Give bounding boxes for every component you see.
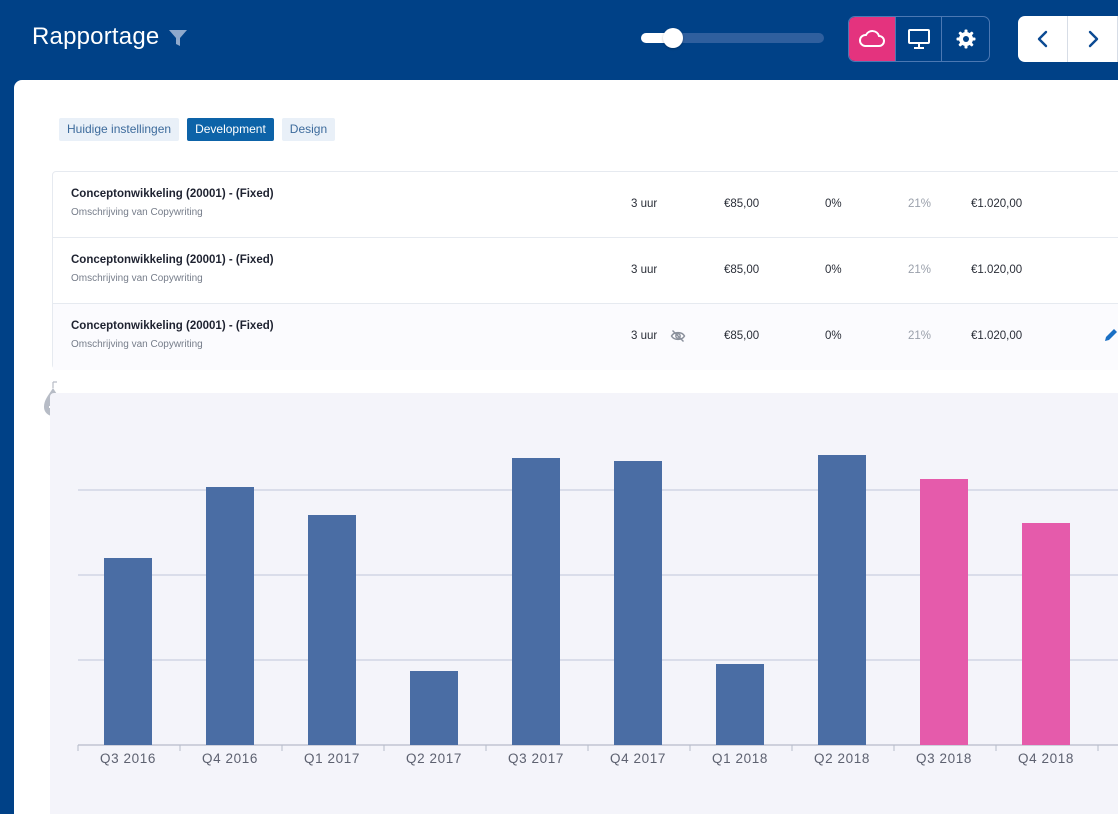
x-tick-label: Q2 2017: [406, 751, 462, 766]
previous-button[interactable]: [1018, 16, 1068, 62]
x-tick-label: Q4 2016: [202, 751, 258, 766]
row-vat: 21%: [908, 330, 932, 342]
row-total: €1.020,00: [971, 264, 1023, 276]
row-rate: €85,00: [724, 198, 760, 210]
x-tick-label: Q3 2018: [916, 751, 972, 766]
content-panel: Huidige instellingen Development Design …: [14, 80, 1118, 814]
eye-off-icon[interactable]: [670, 328, 686, 344]
row-vat: 21%: [908, 198, 932, 210]
pager-group: [1018, 16, 1118, 62]
tab-bar: Huidige instellingen Development Design: [59, 118, 336, 141]
x-tick-label: Q3 2016: [100, 751, 156, 766]
bar-q3-2016[interactable]: [104, 558, 152, 745]
pencil-icon[interactable]: [1103, 327, 1118, 343]
bar-q1-2018[interactable]: [716, 664, 764, 745]
view-toggle-group: [848, 16, 990, 62]
row-total: €1.020,00: [971, 330, 1023, 342]
table-row[interactable]: Conceptonwikkeling (20001) - (Fixed) Oms…: [53, 172, 1118, 238]
quarterly-bar-chart: Q3 2016 Q4 2016 Q1 2017 Q2 2017 Q3 2017 Q4 20…: [50, 393, 1118, 814]
bar-q3-2017[interactable]: [512, 458, 560, 745]
tab-development[interactable]: Development: [187, 118, 274, 141]
table-row[interactable]: Conceptonwikkeling (20001) - (Fixed) Oms…: [53, 238, 1118, 304]
bar-q2-2018[interactable]: [818, 455, 866, 745]
chevron-right-icon: [1088, 30, 1098, 48]
x-tick-label: Q4 2017: [610, 751, 666, 766]
bar-q4-2016[interactable]: [206, 487, 254, 745]
page-title: Rapportage: [32, 23, 160, 50]
row-title: Conceptonwikkeling (20001) - (Fixed): [71, 320, 274, 332]
zoom-slider-handle[interactable]: [662, 28, 683, 48]
filter-icon[interactable]: [168, 28, 188, 48]
row-hours: 3 uur: [631, 264, 658, 276]
cloud-view-button[interactable]: [849, 17, 896, 61]
bar-q2-2017[interactable]: [410, 671, 458, 745]
row-description: Omschrijving van Copywriting: [71, 207, 203, 218]
x-tick-label: Q4 2018: [1018, 751, 1074, 766]
row-discount: 0%: [825, 198, 842, 210]
x-tick-label: Q1 2017: [304, 751, 360, 766]
settings-button[interactable]: [942, 17, 989, 61]
line-items-table: Conceptonwikkeling (20001) - (Fixed) Oms…: [52, 171, 1118, 370]
monitor-icon: [907, 29, 930, 49]
next-button[interactable]: [1068, 16, 1118, 62]
x-tick-label: Q1 2018: [712, 751, 768, 766]
app-header: Rapportage: [0, 0, 1118, 80]
bar-q1-2017[interactable]: [308, 515, 356, 745]
row-description: Omschrijving van Copywriting: [71, 339, 203, 350]
row-total: €1.020,00: [971, 198, 1023, 210]
row-title: Conceptonwikkeling (20001) - (Fixed): [71, 188, 274, 200]
row-description: Omschrijving van Copywriting: [71, 273, 203, 284]
tab-design[interactable]: Design: [281, 118, 336, 141]
x-tick-label: Q2 2018: [814, 751, 870, 766]
bar-q3-2018[interactable]: [920, 479, 968, 745]
row-vat: 21%: [908, 264, 932, 276]
zoom-slider-fill: [641, 33, 677, 43]
bar-q4-2018[interactable]: [1022, 523, 1070, 745]
row-rate: €85,00: [724, 264, 760, 276]
table-row[interactable]: Conceptonwikkeling (20001) - (Fixed) Oms…: [53, 304, 1118, 370]
tab-current-settings[interactable]: Huidige instellingen: [59, 118, 180, 141]
row-discount: 0%: [825, 264, 842, 276]
chevron-left-icon: [1037, 30, 1047, 48]
x-tick-label: Q3 2017: [508, 751, 564, 766]
bar-chart-svg: Q3 2016 Q4 2016 Q1 2017 Q2 2017 Q3 2017 Q4 20…: [77, 455, 1118, 766]
row-rate: €85,00: [724, 330, 760, 342]
zoom-slider[interactable]: [641, 33, 824, 43]
row-discount: 0%: [825, 330, 842, 342]
bar-q4-2017[interactable]: [614, 461, 662, 745]
cloud-icon: [858, 30, 885, 47]
desktop-view-button[interactable]: [896, 17, 943, 61]
gear-icon: [956, 29, 976, 49]
row-hours: 3 uur: [631, 198, 658, 210]
row-title: Conceptonwikkeling (20001) - (Fixed): [71, 254, 274, 266]
row-hours: 3 uur: [631, 330, 658, 342]
